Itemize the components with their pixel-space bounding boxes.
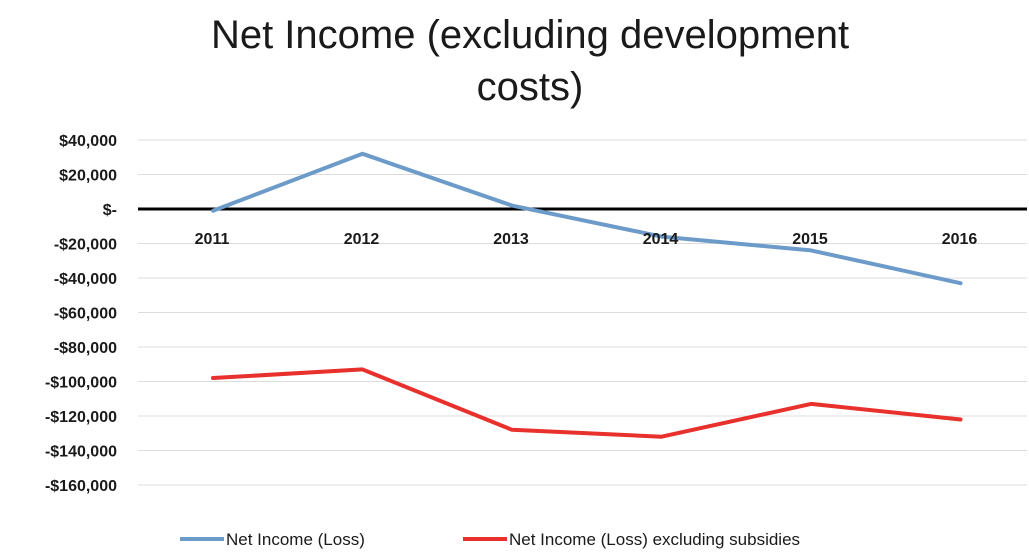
y-tick-label: -$100,000 [45, 375, 117, 392]
chart-title-line-1: Net Income (excluding development [211, 13, 849, 57]
y-tick-label: -$60,000 [54, 306, 117, 323]
series-line [211, 151, 963, 286]
y-tick-label: $20,000 [59, 168, 117, 185]
y-tick-label: -$40,000 [54, 271, 117, 288]
series-line [211, 367, 963, 439]
gridlines [138, 139, 1027, 486]
legend-label: Net Income (Loss) excluding subsidies [509, 530, 800, 549]
x-tick-label: 2015 [792, 231, 828, 248]
x-tick-label: 2016 [942, 231, 978, 248]
x-tick-label: 2013 [493, 231, 529, 248]
chart-title-line-2: costs) [477, 65, 584, 109]
legend: Net Income (Loss) Net Income (Loss) exclu… [180, 530, 800, 549]
legend-label: Net Income (Loss) [226, 530, 365, 549]
y-tick-label: -$140,000 [45, 444, 117, 461]
y-axis-ticks: $40,000 $20,000 $- -$20,000 -$40,000 -$60,000… [45, 133, 117, 495]
y-tick-label: $- [103, 202, 117, 219]
x-tick-label: 2012 [344, 231, 380, 248]
y-tick-label: $40,000 [59, 133, 117, 150]
x-axis-ticks: 2011 2012 2013 2014 2015 2016 [195, 231, 978, 248]
x-tick-label: 2011 [195, 231, 230, 248]
x-tick-label: 2014 [643, 231, 679, 248]
y-tick-label: -$160,000 [45, 478, 117, 495]
chart-title: Net Income (excluding development costs) [211, 13, 849, 109]
y-tick-label: -$20,000 [54, 237, 117, 254]
y-tick-label: -$120,000 [45, 409, 117, 426]
y-tick-label: -$80,000 [54, 340, 117, 357]
series-lines [211, 151, 963, 439]
